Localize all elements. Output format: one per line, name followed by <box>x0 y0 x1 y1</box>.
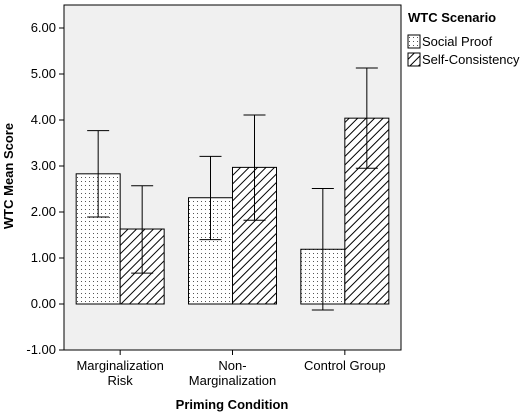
y-tick-label: 2.00 <box>31 204 56 219</box>
legend-swatch <box>407 34 421 49</box>
y-axis-title: WTC Mean Score <box>1 123 16 229</box>
legend-item: Self-Consistency <box>407 52 520 67</box>
x-axis: Marginalization Risk Non-Marginalization Co… <box>76 350 386 388</box>
bar-series-group <box>75 117 390 305</box>
y-tick-label: -1.00 <box>26 342 56 357</box>
y-axis: -1.00 0.00 1.00 2.00 3.00 4.00 5.00 6.00 <box>26 20 64 357</box>
x-tick-label: Control Group <box>304 358 386 373</box>
legend-item: Social Proof <box>407 34 492 49</box>
y-tick-label: 0.00 <box>31 296 56 311</box>
y-tick-label: 5.00 <box>31 66 56 81</box>
legend: WTC Scenario Social Proof Self-Consistenc… <box>407 10 520 67</box>
legend-label: Self-Consistency <box>422 52 520 67</box>
legend-title: WTC Scenario <box>408 10 496 25</box>
x-tick-label: Marginalization Risk <box>76 358 163 388</box>
y-tick-label: 4.00 <box>31 112 56 127</box>
y-tick-label: 1.00 <box>31 250 56 265</box>
x-axis-title: Priming Condition <box>176 397 289 412</box>
legend-swatch <box>407 52 421 67</box>
legend-label: Social Proof <box>422 34 492 49</box>
error-bar-group <box>87 67 378 311</box>
y-tick-label: 6.00 <box>31 20 56 35</box>
y-tick-label: 3.00 <box>31 158 56 173</box>
x-tick-label: Non-Marginalization <box>189 358 276 388</box>
